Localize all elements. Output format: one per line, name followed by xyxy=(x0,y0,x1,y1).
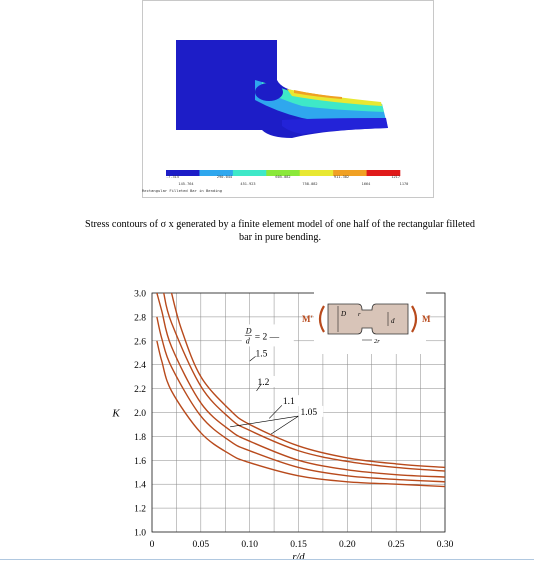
x-tick-label: 0.10 xyxy=(241,540,258,550)
label-series-1-1: 1.1 xyxy=(283,397,295,407)
y-tick-label: 1.6 xyxy=(134,457,146,467)
fea-legend-bottom-value: 145.764 xyxy=(178,182,193,186)
y-tick-label: 1.4 xyxy=(134,481,146,491)
x-tick-label: 0 xyxy=(150,540,155,550)
chart-axes: 1.0 1.2 1.4 1.6 1.8 2.0 2.2 2.4 2.6 2.8 3.0 0 0.05 0.… xyxy=(111,290,453,564)
chart-curves xyxy=(156,293,445,488)
fea-stress-contour-panel: -7.315 290.044 605.082 911.382 1217 145.764 4… xyxy=(142,0,434,198)
series-line-1.05 xyxy=(156,340,445,488)
fea-legend-swatch xyxy=(299,170,334,176)
label-d2-bg xyxy=(241,324,294,347)
fea-legend-top-value: 605.082 xyxy=(275,175,290,179)
fea-bar-cyan-band xyxy=(262,82,384,112)
leader-1-5 xyxy=(249,356,256,362)
y-axis-label: K xyxy=(111,408,120,420)
label-series-1-05-bg xyxy=(298,405,324,417)
y-tick-label: 1.8 xyxy=(134,433,146,443)
y-tick-label: 3.0 xyxy=(134,290,146,300)
x-tick-label: 0.30 xyxy=(437,540,454,550)
fea-bar-lower-blue xyxy=(282,118,388,134)
x-tick-label: 0.05 xyxy=(193,540,210,550)
fea-legend-swatch xyxy=(366,170,401,176)
leader-1-05 xyxy=(270,415,299,435)
fea-legend-top-values: -7.315 290.044 605.082 911.382 1217 xyxy=(166,175,400,179)
fea-legend-swatch xyxy=(333,170,367,176)
caption-line-2: bar in pure bending. xyxy=(238,232,322,243)
figure-caption: Stress contours of σ x generated by a fi… xyxy=(0,218,534,244)
label-series-1-5-bg xyxy=(253,347,274,359)
label-d2-denominator: d xyxy=(246,336,251,345)
leader-1-05-b xyxy=(230,415,299,428)
x-tick-label: 0.15 xyxy=(290,540,307,550)
fea-legend-bottom-value: 1664 xyxy=(362,182,371,186)
x-tick-label: 0.20 xyxy=(339,540,356,550)
fea-color-legend xyxy=(166,170,401,176)
fea-legend-swatch xyxy=(199,170,234,176)
leader-1-1 xyxy=(268,405,283,419)
label-series-1-1-bg xyxy=(280,395,301,407)
label-d2-numerator: D xyxy=(245,326,252,335)
y-tick-label: 1.2 xyxy=(134,505,146,515)
fea-legend-bottom-values: 145.764 451.923 758.082 1664 1170 xyxy=(178,182,408,186)
fea-legend-top-value: 1217 xyxy=(391,175,400,179)
leader-1-2 xyxy=(256,383,262,392)
label-d2-value: = 2 — xyxy=(255,332,280,342)
y-tick-label: 2.8 xyxy=(134,313,146,323)
series-line-1.2 xyxy=(156,293,445,478)
series-line-1.5 xyxy=(163,293,445,472)
inset-moment-arc-right xyxy=(411,305,418,333)
fea-legend-swatch xyxy=(166,170,200,176)
inset-moment-arc-left xyxy=(318,305,325,333)
inset-2r-label: 2r xyxy=(374,338,380,345)
label-series-1-5: 1.5 xyxy=(256,349,268,359)
fea-legend-bottom-value: 451.923 xyxy=(240,182,255,186)
y-tick-label: 2.4 xyxy=(134,361,146,371)
inset-dim-d: d xyxy=(391,317,395,325)
label-series-1-2-bg xyxy=(255,376,276,388)
stress-concentration-chart: 1.0 1.2 1.4 1.6 1.8 2.0 2.2 2.4 2.6 2.8 3.0 0 0.05 0.… xyxy=(111,290,453,564)
chart-frame xyxy=(151,292,446,533)
fea-legend-bottom-value: 758.082 xyxy=(302,182,317,186)
page-bottom-divider xyxy=(0,559,534,560)
label-series-1-05: 1.05 xyxy=(300,408,317,418)
label-series-1-2: 1.2 xyxy=(257,378,269,388)
fea-fillet-core xyxy=(255,83,283,101)
y-tick-label: 2.2 xyxy=(134,385,146,395)
x-axis-label: r/d xyxy=(292,552,305,563)
y-tick-label: 2.6 xyxy=(134,337,146,347)
inset-moment-right-label: M xyxy=(422,314,431,324)
chart-labels: Dd = 2 — 1.5 1.2 1.1 1.05 xyxy=(230,324,324,435)
fea-legend-swatch xyxy=(232,170,267,176)
caption-line-1: Stress contours of σ x generated by a fi… xyxy=(85,219,475,230)
y-tick-label: 2.0 xyxy=(134,409,146,419)
fea-legend-top-value: 290.044 xyxy=(217,175,232,179)
x-tick-label: 0.25 xyxy=(388,540,405,550)
inset-notched-bar xyxy=(327,303,409,335)
fea-legend-swatch xyxy=(266,170,301,176)
inset-radius: r xyxy=(358,311,361,318)
fea-legend-top-value: 911.382 xyxy=(334,175,349,179)
series-line-1.1 xyxy=(156,316,445,483)
fea-legend-bottom-value: 1170 xyxy=(400,182,409,186)
inset-dim-D: D xyxy=(340,310,346,318)
fea-footer-text: Rectangular Filleted Bar in Bending xyxy=(142,188,222,193)
fea-bar-orange-band xyxy=(294,90,342,99)
inset-moment-left-label: M′ xyxy=(302,314,313,324)
y-tick-label: 1.0 xyxy=(134,529,146,539)
fea-legend-top-value: -7.315 xyxy=(166,175,179,179)
series-line-d2 xyxy=(170,293,445,469)
